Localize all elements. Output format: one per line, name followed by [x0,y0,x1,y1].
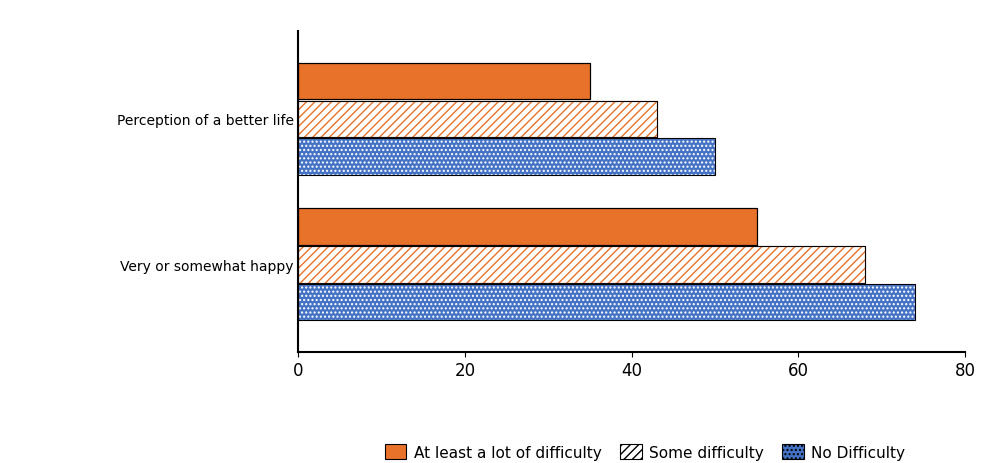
Bar [298,247,865,283]
Bar [298,101,656,138]
Bar [298,63,589,100]
Legend: At least a lot of difficulty, Some difficulty, No Difficulty: At least a lot of difficulty, Some diffi… [379,438,911,463]
Bar [298,284,914,321]
Bar [298,209,756,245]
Bar [298,139,715,175]
Bar [298,63,589,100]
Bar [298,101,656,138]
Bar [298,139,715,175]
Bar [298,284,914,321]
Bar [298,247,865,283]
Bar [298,209,756,245]
